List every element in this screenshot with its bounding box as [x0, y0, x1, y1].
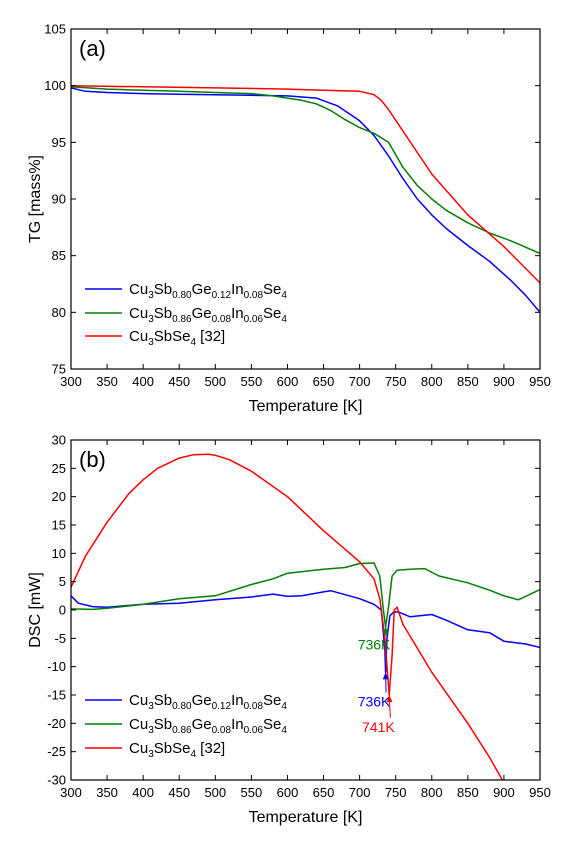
- tg-panel: 300 350 400 450 500 550 600 650 700 750 800 850 900 9…: [27, 22, 551, 416]
- annotation-label: 736K: [358, 693, 391, 709]
- annotation-label: 741K: [362, 719, 395, 735]
- y-tick-label: 100: [44, 78, 66, 93]
- y-axis-label: DSC [mW]: [27, 572, 44, 648]
- y-tick-label: 5: [59, 574, 66, 589]
- x-tick-label: 850: [457, 785, 479, 800]
- series-line-3: [71, 84, 540, 284]
- legend-entry-label: Cu3​Sb0.80​Ge0.12​In0.08​Se4​: [129, 281, 287, 301]
- annotation-label: 736K: [358, 637, 391, 653]
- x-tick-label: 700: [349, 785, 371, 800]
- legend-entry-label: Cu3​Sb0.86​Ge0.08​In0.06​Se4​: [129, 716, 287, 736]
- x-tick-label: 950: [529, 374, 551, 389]
- y-tick-label: 90: [52, 192, 66, 207]
- y-tick-label: 15: [52, 518, 66, 533]
- y-tick-label: 105: [44, 22, 66, 37]
- y-tick-label: 0: [59, 603, 66, 618]
- x-tick-label: 500: [204, 374, 226, 389]
- y-tick-label: 20: [52, 489, 66, 504]
- series-line-3: [71, 453, 504, 780]
- x-tick-label: 650: [313, 785, 335, 800]
- series-line-2: [71, 86, 540, 255]
- x-tick-label: 300: [60, 374, 82, 389]
- y-axis-label: TG [mass%]: [27, 155, 44, 243]
- series-line-2: [71, 562, 540, 628]
- x-tick-label: 950: [529, 785, 551, 800]
- x-tick-label: 300: [60, 785, 82, 800]
- legend: Cu3​Sb0.80​Ge0.12​In0.08​Se4​ Cu3​Sb0.86​…: [85, 281, 287, 348]
- x-tick-label: 600: [277, 374, 299, 389]
- y-tick-label: 25: [52, 461, 66, 476]
- x-tick-label: 350: [96, 785, 118, 800]
- y-tick-label: -15: [47, 688, 66, 703]
- x-tick-label: 550: [241, 785, 263, 800]
- legend-entry-label: Cu3​Sb0.86​Ge0.08​In0.06​Se4​: [129, 305, 287, 325]
- y-tick-label: 80: [52, 305, 66, 320]
- y-tick-label: 75: [52, 362, 66, 377]
- legend-entry-label: Cu3​Sb0.80​Ge0.12​In0.08​Se4​: [129, 692, 287, 712]
- x-tick-label: 450: [168, 785, 190, 800]
- x-tick-label: 900: [493, 374, 515, 389]
- legend-entry-label: Cu3​SbSe4​ [32]: [129, 328, 225, 348]
- x-tick-label: 400: [132, 785, 154, 800]
- x-tick-label: 800: [421, 374, 443, 389]
- x-tick-label: 450: [168, 374, 190, 389]
- x-tick-label: 700: [349, 374, 371, 389]
- dsc-panel: 300 350 400 450 500 550 600 650 700 750 800 850 900 9…: [27, 433, 551, 827]
- x-tick-label: 400: [132, 374, 154, 389]
- y-tick-label: -25: [47, 744, 66, 759]
- panel-label: (a): [79, 36, 106, 61]
- legend-entry-label: Cu3​SbSe4​ [32]: [129, 740, 225, 760]
- y-tick-label: -5: [54, 631, 66, 646]
- y-tick-label: 30: [52, 433, 66, 448]
- x-tick-label: 900: [493, 785, 515, 800]
- series-line-1: [71, 87, 540, 313]
- x-tick-label: 650: [313, 374, 335, 389]
- x-axis-label: Temperature [K]: [249, 809, 363, 826]
- y-tick-label: -10: [47, 659, 66, 674]
- y-tick-label: 85: [52, 248, 66, 263]
- y-tick-label: -30: [47, 773, 66, 788]
- x-tick-label: 750: [385, 785, 407, 800]
- x-tick-label: 600: [277, 785, 299, 800]
- x-tick-label: 500: [204, 785, 226, 800]
- x-tick-label: 350: [96, 374, 118, 389]
- panel-label: (b): [79, 447, 106, 472]
- y-tick-label: 95: [52, 135, 66, 150]
- annotation: 741K: [362, 694, 395, 735]
- x-tick-label: 550: [241, 374, 263, 389]
- x-tick-label: 850: [457, 374, 479, 389]
- y-tick-label: 10: [52, 546, 66, 561]
- series-line-1: [71, 589, 540, 674]
- annotation: 736K: [358, 626, 391, 653]
- legend: Cu3​Sb0.80​Ge0.12​In0.08​Se4​ Cu3​Sb0.86​…: [85, 692, 287, 760]
- annotation: 736K: [358, 672, 391, 709]
- x-axis-label: Temperature [K]: [249, 398, 363, 415]
- x-tick-label: 800: [421, 785, 443, 800]
- y-tick-label: -20: [47, 716, 66, 731]
- x-tick-label: 750: [385, 374, 407, 389]
